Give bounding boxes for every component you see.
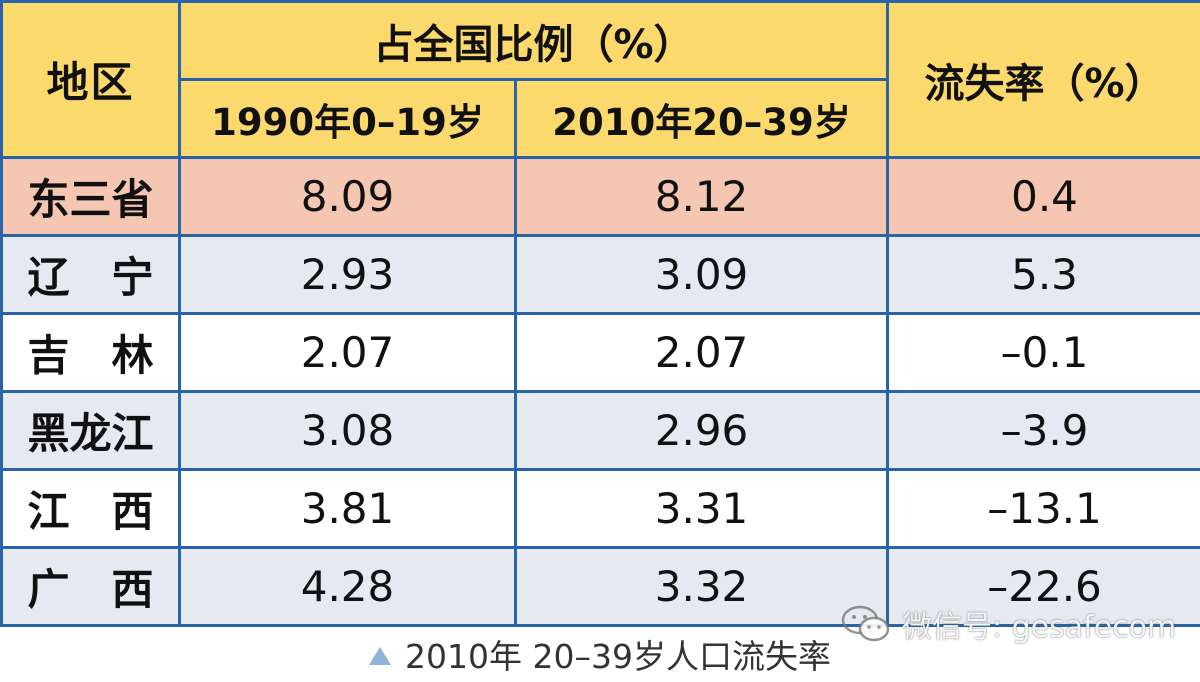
header-row-2: 1990年0–19岁 2010年20–39岁 xyxy=(2,78,1200,159)
share-1990-cell: 3.81 xyxy=(178,468,517,549)
share-2010-cell: 3.31 xyxy=(513,468,890,549)
watermark-text: 微信号: gesafecom xyxy=(902,610,1177,645)
table-row: 广 西 4.28 3.32 –22.6 xyxy=(0,546,1200,627)
wechat-icon xyxy=(841,605,890,642)
region-cell: 辽 宁 xyxy=(0,234,181,315)
share-2010-cell: 2.96 xyxy=(513,390,890,471)
region-cell: 黑龙江 xyxy=(0,390,181,471)
watermark: 微信号: gesafecom xyxy=(840,602,1176,646)
header-2010: 2010年20–39岁 xyxy=(513,78,890,159)
table-row: 东三省 8.09 8.12 0.4 xyxy=(0,156,1200,237)
triangle-icon xyxy=(369,646,392,665)
table-row: 黑龙江 3.08 2.96 –3.9 xyxy=(0,390,1200,471)
table-row: 吉 林 2.07 2.07 –0.1 xyxy=(0,312,1200,393)
share-2010-cell: 2.07 xyxy=(513,312,890,393)
header-share-group: 占全国比例（%） xyxy=(177,0,890,81)
share-1990-cell: 2.93 xyxy=(178,234,517,315)
loss-rate-cell: –13.1 xyxy=(886,468,1200,549)
header-region: 地区 xyxy=(0,0,181,159)
table-row: 辽 宁 2.93 3.09 5.3 xyxy=(0,234,1200,315)
share-1990-cell: 8.09 xyxy=(178,156,517,237)
share-2010-cell: 8.12 xyxy=(513,156,890,237)
loss-rate-cell: –22.6 xyxy=(886,546,1200,627)
region-cell: 吉 林 xyxy=(0,312,181,393)
loss-rate-cell: –0.1 xyxy=(886,312,1200,393)
share-1990-cell: 4.28 xyxy=(178,546,517,627)
share-2010-cell: 3.09 xyxy=(513,234,890,315)
population-table: 地区 占全国比例（%） 流失率（%） 1990年0–19岁 2010年20–39… xyxy=(0,0,1200,627)
region-cell: 江 西 xyxy=(0,468,181,549)
header-loss-rate: 流失率（%） xyxy=(886,0,1200,159)
share-1990-cell: 3.08 xyxy=(178,390,517,471)
share-1990-cell: 2.07 xyxy=(178,312,517,393)
region-cell: 东三省 xyxy=(0,156,181,237)
share-2010-cell: 3.32 xyxy=(513,546,890,627)
caption-text: 2010年 20–39岁人口流失率 xyxy=(405,637,831,676)
loss-rate-cell: –3.9 xyxy=(886,390,1200,471)
header-1990: 1990年0–19岁 xyxy=(178,78,517,159)
loss-rate-cell: 0.4 xyxy=(886,156,1200,237)
loss-rate-cell: 5.3 xyxy=(886,234,1200,315)
header-row-1: 地区 占全国比例（%） 流失率（%） xyxy=(0,0,1200,159)
caption: 2010年 20–39岁人口流失率 xyxy=(0,632,1200,682)
table-row: 江 西 3.81 3.31 –13.1 xyxy=(0,468,1200,549)
region-cell: 广 西 xyxy=(0,546,181,627)
